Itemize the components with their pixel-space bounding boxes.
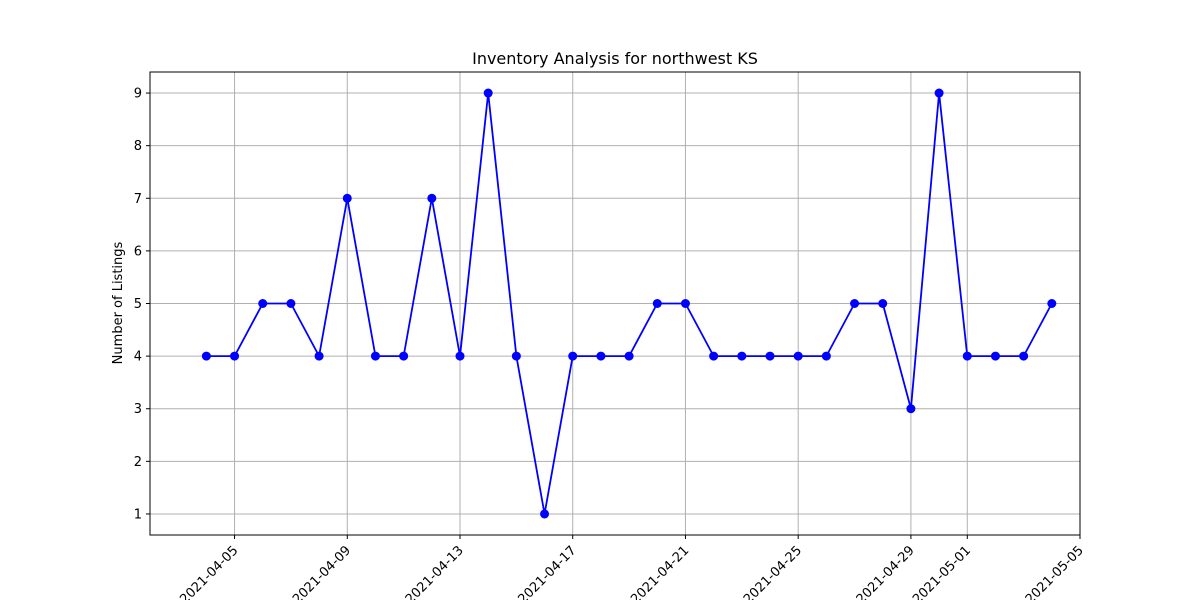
data-point <box>624 351 634 361</box>
x-tick-label: 2021-04-25 <box>741 543 805 600</box>
x-tick-label: 2021-04-29 <box>854 543 918 600</box>
x-tick-label: 2021-04-09 <box>290 543 354 600</box>
y-tick-label: 6 <box>134 244 142 259</box>
chart-title: Inventory Analysis for northwest KS <box>472 49 758 68</box>
series-group <box>201 88 1057 519</box>
data-point <box>596 351 606 361</box>
data-point <box>906 404 916 414</box>
data-point <box>427 193 437 203</box>
y-tick-label: 5 <box>134 297 142 312</box>
data-point <box>540 509 550 519</box>
data-point <box>286 299 296 308</box>
data-point <box>709 351 719 361</box>
data-point <box>962 351 972 361</box>
data-point <box>878 299 888 308</box>
data-point <box>342 193 352 203</box>
y-tick-label: 1 <box>134 507 142 522</box>
data-point <box>850 299 860 308</box>
y-tick-label: 4 <box>134 350 142 365</box>
data-point <box>455 351 465 361</box>
y-tick-label: 9 <box>134 87 142 102</box>
y-tick-label: 3 <box>134 402 142 417</box>
data-point <box>230 351 240 361</box>
data-point <box>370 351 380 361</box>
x-tick-label: 2021-04-05 <box>177 543 241 600</box>
x-tick-label: 2021-04-17 <box>516 543 580 600</box>
y-axis: 1 2 3 4 5 6 7 8 9 <box>134 87 150 522</box>
data-point <box>483 88 493 98</box>
y-tick-label: 8 <box>134 139 142 154</box>
x-tick-label: 2021-04-21 <box>628 543 692 600</box>
data-point <box>511 351 521 361</box>
data-point <box>990 351 1000 361</box>
data-point <box>821 351 831 361</box>
data-point <box>934 88 944 98</box>
x-axis: 2021-04-05 2021-04-09 2021-04-13 2021-04-17… <box>177 535 1087 600</box>
x-tick-label: 2021-05-05 <box>1023 543 1087 600</box>
x-tick-label: 2021-05-01 <box>910 543 974 600</box>
data-point <box>1047 299 1057 308</box>
data-point <box>399 351 409 361</box>
data-point <box>1019 351 1029 361</box>
data-point <box>652 299 662 308</box>
data-point <box>793 351 803 361</box>
y-axis-label: Number of Listings <box>111 241 126 364</box>
data-point <box>680 299 690 308</box>
data-point <box>258 299 268 308</box>
data-point <box>765 351 775 361</box>
data-point <box>568 351 578 361</box>
data-point <box>737 351 747 361</box>
data-point <box>314 351 324 361</box>
y-tick-label: 7 <box>134 192 142 207</box>
y-tick-label: 2 <box>134 455 142 470</box>
data-point <box>201 351 211 361</box>
x-tick-label: 2021-04-13 <box>403 543 467 600</box>
